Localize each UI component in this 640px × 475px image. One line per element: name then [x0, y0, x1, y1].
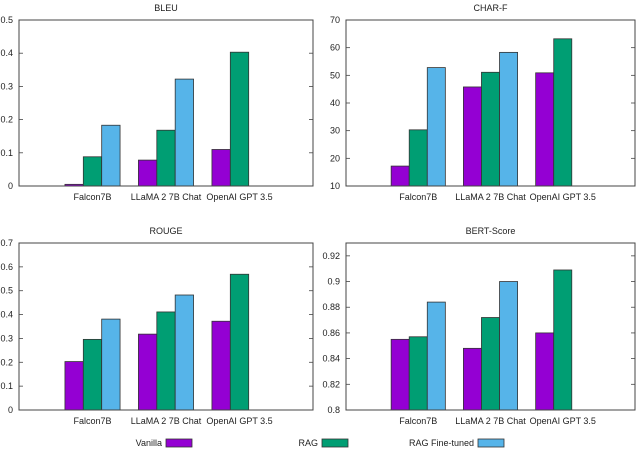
y-tick-label: 0 [8, 405, 13, 415]
bar-rag-fine-tuned [426, 67, 446, 187]
x-tick-label: OpenAI GPT 3.5 [530, 192, 596, 202]
x-tick-label: Falcon7B [399, 192, 437, 202]
legend-swatch [477, 438, 505, 448]
bar-rag-fine-tuned [426, 301, 446, 411]
y-tick-label: 0.7 [0, 238, 13, 248]
bar-rag [156, 129, 176, 187]
y-tick-label: 0.5 [0, 15, 13, 25]
y-tick-label: 0.86 [322, 328, 340, 338]
y-tick-label: 60 [330, 43, 340, 53]
bar-rag [408, 129, 428, 187]
y-tick-label: 0.6 [0, 262, 13, 272]
plot-frame [345, 19, 636, 187]
plot-frame [345, 242, 636, 411]
legend-label: Vanilla [136, 438, 162, 448]
y-tick-label: 0.4 [0, 310, 13, 320]
x-tick-label: LLaMA 2 7B Chat [455, 416, 526, 426]
bar-rag-fine-tuned [174, 78, 194, 187]
legend: Vanilla RAG RAG Fine-tuned [136, 438, 505, 448]
bar-vanilla [211, 320, 231, 411]
bar-rag [229, 51, 250, 187]
x-tick-label: Falcon7B [73, 416, 111, 426]
bar-rag-fine-tuned [101, 124, 121, 187]
bar-rag [481, 71, 500, 187]
bar-vanilla [390, 338, 410, 411]
y-tick-label: 0.4 [0, 48, 13, 58]
bar-rag [156, 311, 176, 411]
bar-rag [229, 273, 250, 411]
y-tick-label: 0.8 [327, 405, 340, 415]
chart-char-f: CHAR-F 10 20 30 40 50 60 70 Falcon7B LLaMA 2 7B C… [330, 3, 636, 202]
x-tick-label: Falcon7B [73, 192, 111, 202]
bar-rag [553, 38, 573, 187]
y-tick-label: 0 [8, 181, 13, 191]
x-tick-label: LLaMA 2 7B Chat [131, 192, 202, 202]
bar-vanilla [64, 361, 84, 411]
bar-vanilla [535, 332, 555, 411]
bar-vanilla [390, 165, 410, 187]
bar-vanilla [138, 333, 158, 411]
chart-title: BLEU [154, 3, 178, 13]
bar-vanilla [535, 72, 555, 187]
y-tick-label: 0.3 [0, 333, 13, 343]
x-tick-label: OpenAI GPT 3.5 [206, 416, 272, 426]
bar-rag-fine-tuned [499, 51, 518, 187]
x-tick-label: LLaMA 2 7B Chat [455, 192, 526, 202]
y-tick-label: 50 [330, 70, 340, 80]
plot-frame [18, 19, 314, 187]
chart-rouge: ROUGE 0 0.1 0.2 0.3 0.4 0.5 0.6 0.7 Falcon7B LLaMA… [0, 226, 314, 426]
y-tick-label: 0.82 [322, 379, 340, 389]
chart-bleu: BLEU 0 0.1 0.2 0.3 0.4 0.5 Falcon7B LLaMA 2 7B C… [0, 3, 314, 202]
legend-label: RAG [298, 438, 318, 448]
y-tick-label: 0.92 [322, 251, 340, 261]
legend-swatch [165, 438, 193, 448]
bar-rag [553, 269, 573, 411]
y-tick-label: 0.9 [327, 277, 340, 287]
y-tick-label: 0.3 [0, 81, 13, 91]
bar-rag [82, 338, 103, 411]
legend-label: RAG Fine-tuned [409, 438, 474, 448]
y-tick-label: 30 [330, 126, 340, 136]
bar-rag-fine-tuned [174, 294, 194, 411]
bar-rag [408, 336, 428, 411]
x-tick-label: LLaMA 2 7B Chat [131, 416, 202, 426]
y-tick-label: 0.1 [0, 381, 13, 391]
bar-rag-fine-tuned [101, 318, 121, 411]
bar-vanilla [463, 86, 482, 187]
y-tick-label: 20 [330, 153, 340, 163]
y-tick-label: 0.5 [0, 286, 13, 296]
bar-rag-fine-tuned [499, 281, 518, 411]
legend-swatch [321, 438, 349, 448]
bar-vanilla [463, 347, 482, 411]
chart-title: ROUGE [149, 226, 182, 236]
x-tick-label: OpenAI GPT 3.5 [206, 192, 272, 202]
bar-vanilla [138, 159, 158, 187]
y-tick-label: 0.88 [322, 302, 340, 312]
chart-title: CHAR-F [474, 3, 508, 13]
y-tick-label: 0.1 [0, 148, 13, 158]
y-tick-label: 10 [330, 181, 340, 191]
y-tick-label: 0.2 [0, 357, 13, 367]
plot-frame [18, 242, 314, 411]
bar-vanilla [211, 149, 231, 187]
y-tick-label: 40 [330, 98, 340, 108]
y-tick-label: 70 [330, 15, 340, 25]
bar-rag [82, 156, 103, 187]
y-tick-label: 0.84 [322, 354, 340, 364]
x-tick-label: OpenAI GPT 3.5 [530, 416, 596, 426]
x-tick-label: Falcon7B [399, 416, 437, 426]
chart-bert-score: BERT-Score 0.8 0.82 0.84 0.86 0.88 0.9 0.92 Falc… [322, 226, 636, 426]
bar-rag [481, 317, 500, 411]
y-tick-label: 0.2 [0, 115, 13, 125]
chart-title: BERT-Score [466, 226, 516, 236]
